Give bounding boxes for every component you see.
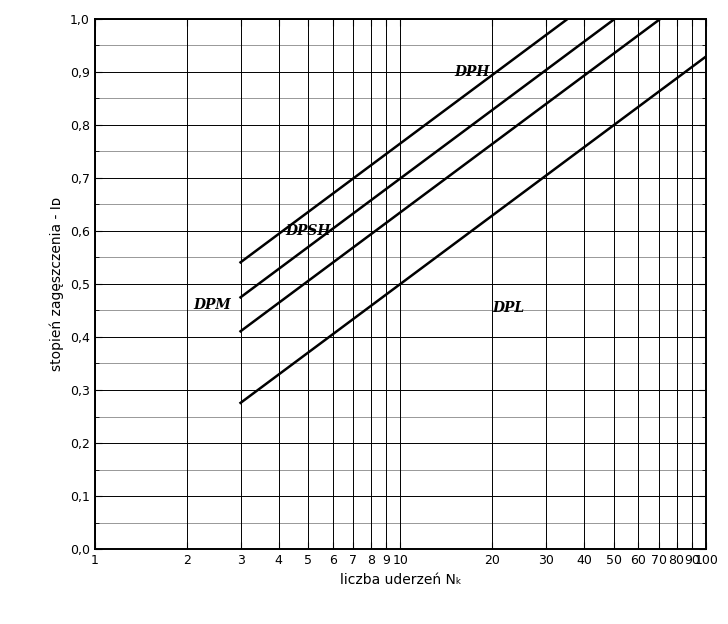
Text: DPSH: DPSH — [285, 224, 331, 238]
X-axis label: liczba uderzeń Nₖ: liczba uderzeń Nₖ — [339, 573, 462, 587]
Text: DPL: DPL — [492, 301, 525, 314]
Text: DPH: DPH — [454, 65, 490, 79]
Y-axis label: stopień zagęszczenia - Iᴅ: stopień zagęszczenia - Iᴅ — [50, 197, 64, 371]
Text: DPM: DPM — [193, 298, 231, 312]
